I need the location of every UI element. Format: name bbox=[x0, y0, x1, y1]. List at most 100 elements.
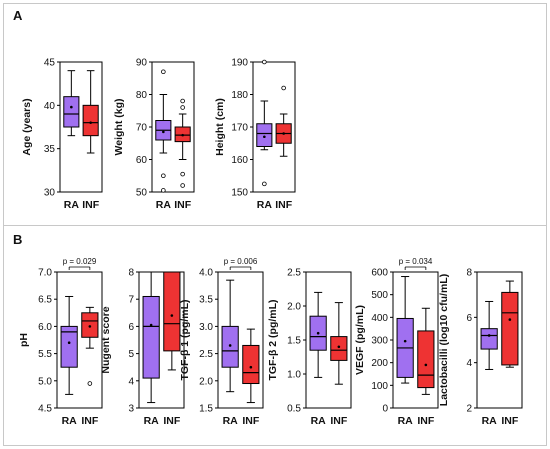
plot-frame bbox=[217, 271, 264, 409]
panel-b-border bbox=[3, 225, 547, 446]
chart-6: 1.5 2.0 2.5 3.0 3.5 4.0 RA INF p = 0.006 TGF-β 1 … bbox=[179, 257, 264, 427]
outlier-point bbox=[281, 85, 286, 91]
chart-7: 0.5 1.0 1.5 2.0 2.5 RA INF TGF-β 2 (pg/mL) bbox=[267, 268, 352, 427]
plot-frame bbox=[138, 271, 185, 409]
outlier-point bbox=[180, 105, 185, 110]
box-ra bbox=[256, 123, 273, 147]
mean-marker bbox=[249, 365, 253, 369]
y-tick-label: 45 bbox=[44, 58, 56, 69]
y-tick-label: 8 bbox=[466, 268, 472, 279]
y-tick-label: 70 bbox=[136, 123, 148, 134]
x-category-label: INF bbox=[82, 199, 100, 211]
mean-marker bbox=[403, 339, 407, 343]
x-category-label: INF bbox=[174, 199, 192, 211]
y-tick-label: 7 bbox=[128, 295, 134, 306]
p-value-annotation: p = 0.006 bbox=[224, 257, 258, 266]
y-tick-label: 5 bbox=[128, 349, 134, 360]
mean-marker bbox=[263, 135, 266, 139]
y-axis-label: Age (years) bbox=[21, 98, 33, 155]
y-tick-label: 2.0 bbox=[199, 376, 213, 387]
mean-marker bbox=[316, 331, 320, 335]
x-category-label: RA bbox=[144, 415, 160, 427]
y-axis-label: Nugent score bbox=[100, 306, 112, 373]
chart-3: 150 160 170 180 190 RA INF Height (cm) bbox=[214, 58, 296, 211]
box-inf bbox=[82, 104, 99, 137]
y-axis-label: VEGF (pg/mL) bbox=[354, 305, 366, 375]
y-tick-label: 6 bbox=[128, 322, 134, 333]
p-value-annotation: p = 0.029 bbox=[63, 257, 97, 266]
y-tick-label: 600 bbox=[371, 268, 388, 279]
outlier-point bbox=[161, 188, 166, 193]
mean-marker bbox=[162, 130, 165, 134]
box-inf bbox=[81, 312, 99, 338]
box-inf bbox=[417, 330, 435, 389]
x-category-label: RA bbox=[64, 199, 80, 211]
y-tick-label: 0.5 bbox=[287, 404, 301, 415]
y-tick-label: 6.0 bbox=[38, 322, 52, 333]
y-tick-label: 2.5 bbox=[287, 268, 301, 279]
x-category-label: INF bbox=[242, 415, 260, 427]
mean-marker bbox=[170, 314, 174, 317]
mean-marker bbox=[149, 323, 153, 327]
panel-a-label: A bbox=[13, 8, 23, 23]
x-category-label: RA bbox=[257, 199, 273, 211]
x-category-label: RA bbox=[311, 415, 327, 427]
chart-1: 30 35 40 45 RA INF Age (years) bbox=[21, 58, 103, 211]
y-tick-label: 2.0 bbox=[287, 302, 301, 313]
y-tick-label: 7.0 bbox=[38, 268, 52, 279]
y-tick-label: 1.5 bbox=[199, 404, 213, 415]
box-inf bbox=[242, 344, 260, 385]
box-ra bbox=[60, 325, 78, 368]
x-category-label: INF bbox=[501, 415, 519, 427]
x-category-label: INF bbox=[330, 415, 348, 427]
y-tick-label: 190 bbox=[231, 58, 248, 69]
chart-2: 50 60 70 80 90 RA INF Weight (kg) bbox=[113, 58, 195, 211]
chart-4: 4.5 5.0 5.5 6.0 6.5 7.0 RA INF p = 0.029 pH bbox=[18, 257, 103, 427]
y-axis-label: Weight (kg) bbox=[113, 99, 125, 156]
y-tick-label: 8 bbox=[128, 268, 134, 279]
y-tick-label: 60 bbox=[136, 155, 148, 166]
y-tick-label: 160 bbox=[231, 155, 248, 166]
y-tick-label: 100 bbox=[371, 381, 388, 392]
x-category-label: RA bbox=[62, 415, 78, 427]
y-tick-label: 3.0 bbox=[199, 322, 213, 333]
mean-marker bbox=[89, 121, 92, 124]
y-tick-label: 180 bbox=[231, 90, 248, 101]
y-tick-label: 5.0 bbox=[38, 376, 52, 387]
y-tick-label: 4 bbox=[128, 376, 134, 387]
plot-frame bbox=[59, 61, 103, 193]
y-tick-label: 6 bbox=[466, 313, 472, 324]
y-tick-label: 150 bbox=[231, 188, 248, 199]
y-tick-label: 90 bbox=[136, 58, 148, 69]
x-category-label: INF bbox=[275, 199, 293, 211]
y-tick-label: 80 bbox=[136, 90, 148, 101]
y-axis-label: TGF-β 2 (pg/mL) bbox=[267, 299, 279, 380]
outlier-point bbox=[180, 183, 185, 188]
y-tick-label: 40 bbox=[44, 101, 56, 112]
y-tick-label: 2 bbox=[466, 404, 472, 415]
box-ra bbox=[142, 295, 160, 379]
plot-frame bbox=[476, 271, 523, 409]
y-tick-label: 5.5 bbox=[38, 349, 52, 360]
chart-9: 2 4 6 8 RA INF Lactobacilli (log10 cfu/mL) bbox=[438, 268, 523, 427]
y-tick-label: 2.5 bbox=[199, 349, 213, 360]
x-category-label: RA bbox=[482, 415, 498, 427]
y-tick-label: 200 bbox=[371, 358, 388, 369]
y-tick-label: 170 bbox=[231, 123, 248, 134]
chart-5: 3 4 5 6 7 8 RA INF Nugent score bbox=[100, 268, 185, 427]
y-axis-label: TGF-β 1 (pg/mL) bbox=[179, 299, 191, 380]
y-tick-label: 35 bbox=[44, 144, 56, 155]
y-tick-label: 300 bbox=[371, 336, 388, 347]
y-axis-label: Lactobacilli (log10 cfu/mL) bbox=[438, 274, 450, 406]
plot-frame bbox=[56, 271, 103, 409]
chart-8: 0 100 200 300 400 500 600 RA INF p = 0.034 VEGF (p… bbox=[354, 257, 439, 427]
mean-marker bbox=[228, 344, 232, 347]
outlier-point bbox=[262, 181, 267, 187]
outlier-point bbox=[87, 381, 93, 386]
x-category-label: RA bbox=[398, 415, 414, 427]
y-tick-label: 1.5 bbox=[287, 336, 301, 347]
mean-marker bbox=[67, 341, 71, 345]
mean-marker bbox=[487, 334, 491, 337]
p-value-annotation: p = 0.034 bbox=[399, 257, 433, 266]
